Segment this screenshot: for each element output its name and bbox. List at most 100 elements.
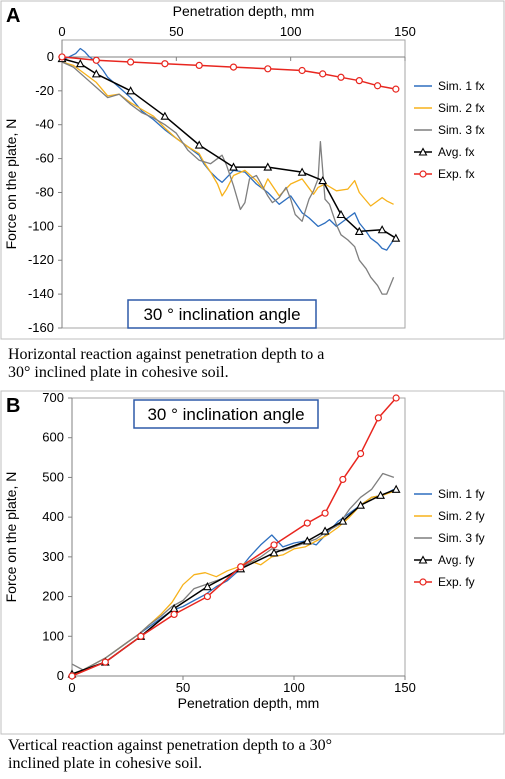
chart-b: B 0 50 100 150 0 100 200 300 400 500 600 700 Penetrat… <box>0 390 505 735</box>
x-tick-label: 150 <box>394 680 416 695</box>
data-point <box>194 140 204 149</box>
data-point <box>321 509 329 517</box>
legend-label: Exp. fy <box>438 575 475 589</box>
annotation-text: 30 ° inclination angle <box>147 405 304 424</box>
x-tick-label: 0 <box>58 24 65 39</box>
data-point <box>392 394 400 402</box>
y-axis-title: Force on the plate, N <box>3 472 19 603</box>
data-point <box>338 516 348 525</box>
x-tick-label: 150 <box>394 24 416 39</box>
annotation-box <box>127 299 317 329</box>
y-tick-label: -20 <box>35 83 54 98</box>
data-point <box>391 233 401 242</box>
y-tick-label: 600 <box>42 430 64 445</box>
data-point <box>126 86 136 95</box>
y-tick-label: 400 <box>42 509 64 524</box>
data-point <box>302 536 312 545</box>
legend-label: Sim. 1 fy <box>438 487 485 501</box>
data-point <box>319 70 327 78</box>
y-tick-label: 0 <box>47 49 54 64</box>
legend-marker <box>419 170 427 178</box>
y-tick-label: 500 <box>42 469 64 484</box>
legend-label: Sim. 1 fx <box>438 79 485 93</box>
y-tick-label: -40 <box>35 117 54 132</box>
data-point <box>318 175 328 185</box>
x-tick-label: 0 <box>68 680 75 695</box>
series-line <box>61 61 395 295</box>
data-point <box>229 162 238 171</box>
x-tick-label: 50 <box>169 24 183 39</box>
data-point <box>337 73 345 81</box>
chart-frame <box>0 0 505 340</box>
annotation-text: 30 ° inclination angle <box>143 305 300 324</box>
data-point <box>355 77 363 85</box>
data-point <box>297 167 307 176</box>
legend-label: Sim. 3 fy <box>438 531 485 545</box>
panel-letter: B <box>6 395 20 417</box>
series-line <box>61 57 397 239</box>
data-point <box>356 500 366 509</box>
data-point <box>137 632 145 640</box>
data-point <box>377 225 387 234</box>
y-tick-label: 100 <box>42 628 64 643</box>
legend-marker <box>418 555 428 564</box>
data-point <box>269 548 279 557</box>
x-axis-title: Penetration depth, mm <box>173 3 315 19</box>
legend-label: Sim. 2 fx <box>438 101 485 115</box>
y-axis-title: Force on the plate, N <box>3 119 19 250</box>
y-tick-label: 0 <box>57 668 64 683</box>
data-point <box>357 449 365 458</box>
data-point <box>58 53 66 61</box>
y-tick-label: -80 <box>35 184 54 199</box>
series-line <box>61 61 394 207</box>
y-tick-label: -120 <box>28 252 54 267</box>
data-point <box>374 414 382 422</box>
caption-a: Horizontal reaction against penetration … <box>8 346 325 381</box>
data-point <box>263 162 273 171</box>
data-point <box>237 563 245 571</box>
data-point <box>303 519 311 527</box>
data-point <box>270 541 278 549</box>
y-tick-label: -60 <box>35 151 54 166</box>
series-line <box>61 47 395 251</box>
data-point <box>92 56 100 64</box>
data-point <box>161 60 169 68</box>
x-axis-title: Penetration depth, mm <box>178 695 320 711</box>
data-point <box>68 672 76 680</box>
x-tick-label: 100 <box>283 680 305 695</box>
data-point <box>127 58 135 66</box>
legend-marker <box>419 578 427 586</box>
data-point <box>91 69 101 78</box>
data-point <box>336 209 346 219</box>
data-point <box>354 226 364 235</box>
panel-a: A 0 50 100 150 0 -20 -40 -60 -80 -100 -120 -140 -160 P… <box>0 0 505 381</box>
data-point <box>203 592 212 601</box>
y-tick-label: 700 <box>42 390 64 405</box>
data-point <box>202 581 212 591</box>
data-point <box>391 484 401 493</box>
y-tick-label: 300 <box>42 549 64 564</box>
y-tick-label: -160 <box>28 320 54 335</box>
data-point <box>298 66 306 75</box>
data-point <box>75 59 85 68</box>
data-point <box>373 82 382 90</box>
chart-a: A 0 50 100 150 0 -20 -40 -60 -80 -100 -120 -140 -160 P… <box>0 0 505 340</box>
data-point <box>160 111 170 120</box>
data-point <box>170 610 178 619</box>
y-tick-label: 200 <box>42 589 64 604</box>
legend-label: Sim. 2 fy <box>438 509 485 523</box>
legend-label: Avg. fx <box>438 145 474 159</box>
y-tick-label: -100 <box>28 218 54 233</box>
annotation-box <box>133 399 319 429</box>
panel-b: B 0 50 100 150 0 100 200 300 400 500 600 700 Penetrat… <box>0 390 505 779</box>
y-tick-label: -140 <box>28 286 54 301</box>
legend-label: Exp. fx <box>438 167 475 181</box>
legend-label: Sim. 3 fx <box>438 123 485 137</box>
x-tick-label: 100 <box>280 24 302 39</box>
x-tick-label: 50 <box>176 680 190 695</box>
legend-marker <box>418 147 428 156</box>
data-point <box>339 475 347 484</box>
data-point <box>392 85 400 93</box>
data-point <box>195 61 203 70</box>
data-point <box>229 63 238 71</box>
